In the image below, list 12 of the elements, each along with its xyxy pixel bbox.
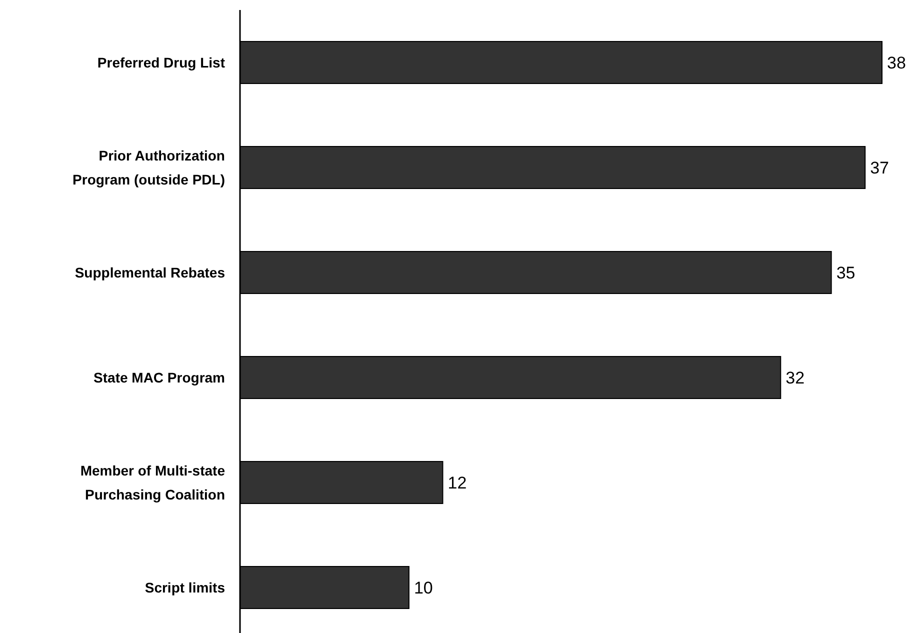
data-label: 10 xyxy=(414,578,433,598)
y-tick-label: Supplemental Rebates xyxy=(74,264,226,280)
data-label: 37 xyxy=(870,158,890,178)
data-label: 12 xyxy=(448,473,467,492)
y-tick-label: Member of Multi-state Purchasing Coalition xyxy=(80,462,226,502)
data-label: 32 xyxy=(786,368,805,388)
data-label: 38 xyxy=(887,53,906,72)
y-tick-label: Preferred Drug List xyxy=(97,54,226,70)
y-tick-label: Prior Authorization Program (outside PDL) xyxy=(72,147,225,188)
y-tick-label: State MAC Program xyxy=(94,369,225,386)
data-label: 35 xyxy=(836,263,856,282)
y-tick-label: Script limits xyxy=(144,579,226,596)
